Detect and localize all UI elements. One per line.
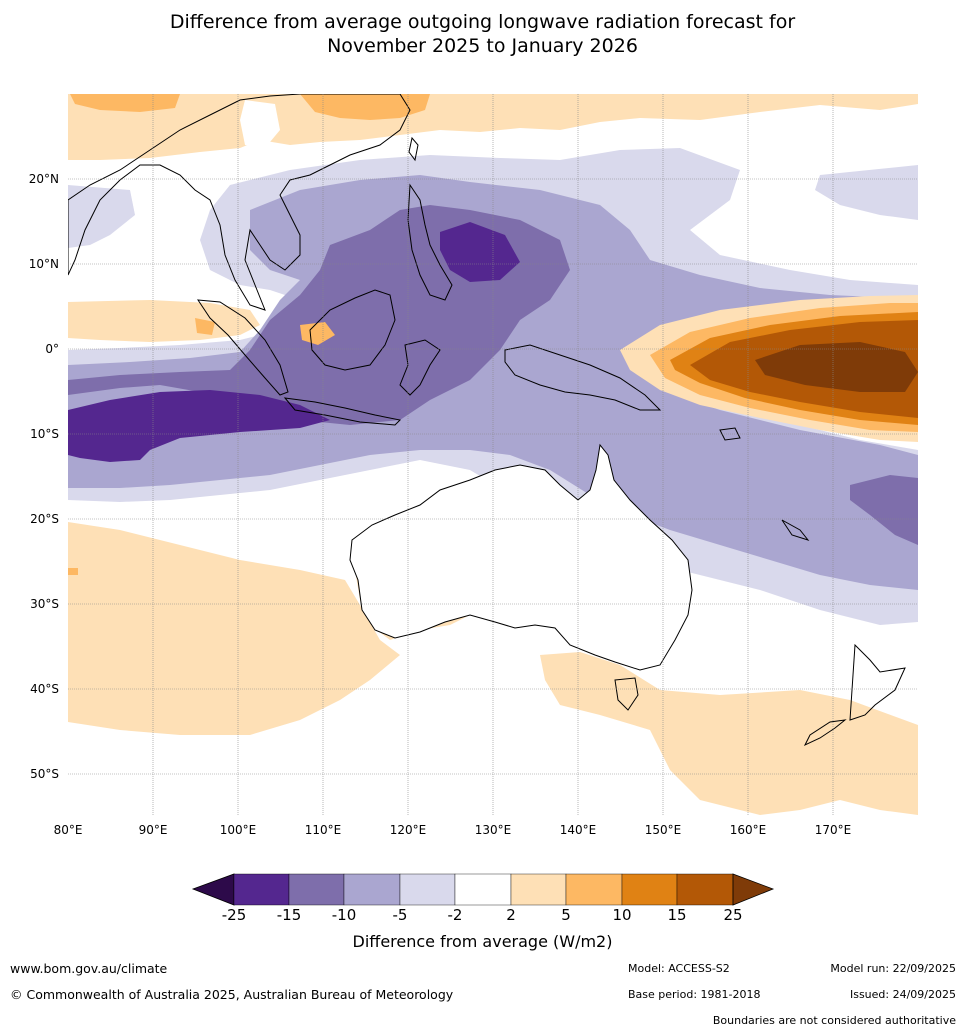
footer-model-run: Model run: 22/09/2025 <box>830 962 956 975</box>
lon-label-170e: 170°E <box>814 823 852 837</box>
lon-label-90e: 90°E <box>138 823 168 837</box>
lon-label-140e: 140°E <box>559 823 597 837</box>
title-line-1: Difference from average outgoing longwav… <box>169 11 796 33</box>
colorbar-tick-label: 5 <box>561 906 571 924</box>
java-land <box>283 397 402 426</box>
lat-label-10s: 10°S <box>30 427 59 441</box>
asia-mainland-land <box>68 94 411 311</box>
taiwan-land <box>408 136 419 162</box>
colorbar-segment-8 <box>621 873 678 906</box>
lat-label-20n: 20°N <box>28 172 59 186</box>
colorbar-tick-label: -2 <box>447 906 463 924</box>
footer-website: www.bom.gov.au/climate <box>10 961 168 976</box>
lat-label-20s: 20°S <box>30 512 59 526</box>
colorbar-tick-label: -15 <box>276 906 302 924</box>
australia-land <box>349 443 693 671</box>
positive-anomaly-tiny <box>68 568 78 575</box>
colorbar-title: Difference from average (W/m2) <box>352 932 613 951</box>
positive-anomaly-borneo <box>300 322 335 345</box>
neutral-patch <box>240 100 280 148</box>
negative-anomaly-east <box>850 475 918 545</box>
new-guinea-land <box>504 344 662 411</box>
colorbar-segment-3 <box>343 873 401 906</box>
colorbar-tick-label: -25 <box>221 906 247 924</box>
colorbar <box>191 873 775 906</box>
lat-label-40s: 40°S <box>30 682 59 696</box>
lat-label-50s: 50°S <box>30 767 59 781</box>
lon-label-160e: 160°E <box>729 823 767 837</box>
tasmania-land <box>614 677 639 711</box>
footer-model: Model: ACCESS-S2 <box>628 962 730 975</box>
colorbar-segment-1 <box>233 873 290 906</box>
colorbar-segment-2 <box>288 873 345 906</box>
lat-label-10n: 10°N <box>28 257 59 271</box>
colorbar-tick-label: -5 <box>392 906 408 924</box>
lat-label-30s: 30°S <box>30 597 59 611</box>
grid-lines <box>68 94 918 815</box>
solomon-islands <box>719 427 741 441</box>
negative-anomaly-strong <box>68 205 570 425</box>
colorbar-tick-label: 15 <box>667 906 687 924</box>
footer-base-period: Base period: 1981-2018 <box>628 988 761 1001</box>
lon-label-100e: 100°E <box>219 823 257 837</box>
lon-label-110e: 110°E <box>304 823 342 837</box>
footer-disclaimer: Boundaries are not considered authoritat… <box>712 1014 956 1027</box>
colorbar-tick-label: 2 <box>506 906 516 924</box>
lat-label-0: 0° <box>45 342 59 356</box>
lon-label-80e: 80°E <box>53 823 83 837</box>
colorbar-tick-label: -10 <box>331 906 357 924</box>
negative-anomaly-very-strong-philippines <box>440 222 520 282</box>
colorbar-segment-6 <box>510 873 567 906</box>
colorbar-segment-4 <box>399 873 456 906</box>
new-zealand-north <box>849 643 906 721</box>
positive-anomaly-pacific-extreme <box>755 342 918 392</box>
title-line-2: November 2025 to January 2026 <box>327 35 638 57</box>
philippines-land <box>407 183 453 301</box>
footer-copyright: © Commonwealth of Australia 2025, Austra… <box>10 987 454 1002</box>
footer-issued: Issued: 24/09/2025 <box>849 988 956 1001</box>
positive-anomaly-north-strong <box>300 94 430 120</box>
lon-label-130e: 130°E <box>474 823 512 837</box>
positive-anomaly-northwest <box>70 94 180 112</box>
sulawesi-land <box>399 339 441 396</box>
new-caledonia <box>781 519 810 541</box>
colorbar-tick-label: 10 <box>612 906 632 924</box>
anomaly-field <box>68 94 918 815</box>
chart-title: Difference from average outgoing longwav… <box>0 10 965 58</box>
positive-anomaly-small <box>195 318 215 335</box>
lon-label-120e: 120°E <box>389 823 427 837</box>
negative-anomaly-very-strong-indian-ocean <box>68 390 330 462</box>
colorbar-segment-7 <box>565 873 623 906</box>
new-zealand-south <box>803 719 847 747</box>
colorbar-segment-5 <box>454 873 512 906</box>
colorbar-tick-label: 25 <box>723 906 743 924</box>
colorbar-segment-9 <box>676 873 734 906</box>
lon-label-150e: 150°E <box>644 823 682 837</box>
colorbar-extend-min <box>191 873 235 906</box>
positive-anomaly-southwest <box>68 522 400 735</box>
sumatra-land <box>197 299 289 396</box>
colorbar-extend-max <box>732 873 775 906</box>
